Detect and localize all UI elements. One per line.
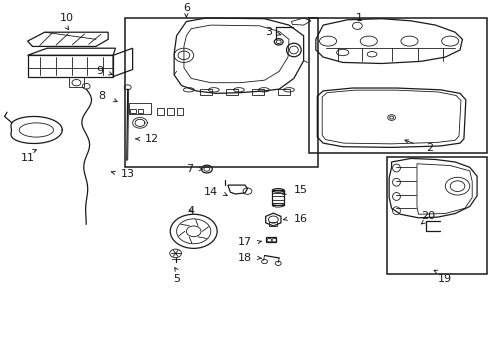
Bar <box>272 190 284 205</box>
Bar <box>125 18 318 167</box>
Bar <box>130 109 136 113</box>
Text: 7: 7 <box>187 164 194 174</box>
Text: 1: 1 <box>356 13 363 23</box>
Text: 8: 8 <box>98 91 106 101</box>
Bar <box>176 108 183 115</box>
Text: 2: 2 <box>426 143 433 153</box>
Bar <box>157 108 164 115</box>
Bar <box>138 109 144 113</box>
Text: 19: 19 <box>438 274 452 284</box>
Text: 14: 14 <box>204 187 218 197</box>
Text: 13: 13 <box>121 170 134 179</box>
Text: 4: 4 <box>188 206 195 216</box>
Bar <box>167 108 173 115</box>
Bar <box>278 89 290 95</box>
Bar <box>270 222 277 226</box>
Text: 11: 11 <box>21 153 35 163</box>
Text: 18: 18 <box>238 253 252 263</box>
Text: 20: 20 <box>421 211 435 221</box>
Text: 5: 5 <box>173 274 180 284</box>
Bar <box>129 103 151 114</box>
Bar <box>200 89 212 95</box>
Text: 16: 16 <box>294 214 308 224</box>
Text: 12: 12 <box>145 134 159 144</box>
Text: 3: 3 <box>265 27 272 37</box>
Bar <box>387 157 487 274</box>
Text: 10: 10 <box>60 13 74 23</box>
Bar <box>226 89 238 95</box>
Text: 6: 6 <box>183 3 190 13</box>
Bar <box>252 89 264 95</box>
Bar <box>266 237 276 242</box>
Text: 9: 9 <box>96 66 103 76</box>
Text: 15: 15 <box>294 185 308 195</box>
Text: 17: 17 <box>238 237 252 247</box>
Bar <box>309 18 487 153</box>
Bar <box>69 77 84 87</box>
